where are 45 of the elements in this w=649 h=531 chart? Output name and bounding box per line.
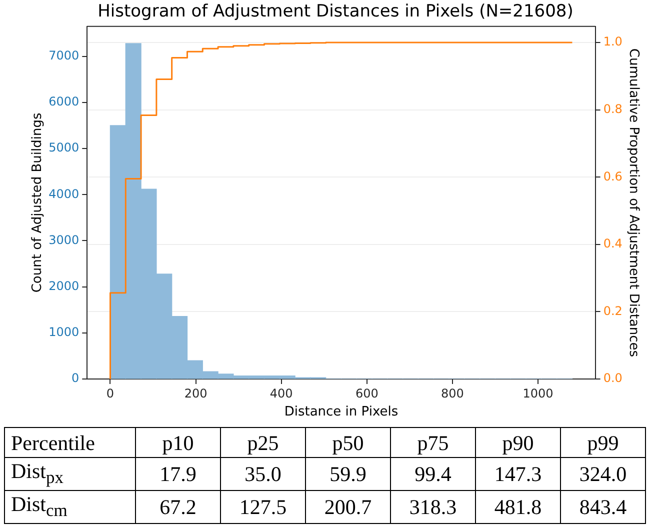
text: p10	[136, 428, 220, 458]
text: 318.3	[390, 490, 476, 524]
y-tick-label: 7000	[48, 48, 80, 62]
x-tick-label: 600	[355, 386, 378, 400]
y-axis-title: Count of Adjusted Buildings	[30, 112, 46, 293]
y-tick-label: 5000	[48, 140, 80, 155]
text: Percentile	[4, 428, 136, 458]
y-tick-label: 2000	[48, 278, 80, 293]
y2-tick-label: 0.4	[603, 236, 622, 251]
y-tick-label: 0	[72, 371, 80, 386]
y-tick-label: 3000	[48, 232, 80, 247]
text: 127.5	[220, 490, 306, 524]
text: p50	[306, 428, 390, 458]
text: 35.0	[220, 458, 306, 491]
y-tick-label: 6000	[48, 94, 80, 109]
text: 17.9	[136, 458, 220, 491]
x-tick-label: 200	[184, 386, 208, 400]
text: 843.4	[560, 490, 646, 524]
y-tick-label: 4000	[48, 186, 80, 201]
y2-tick-label: 0.8	[603, 102, 622, 116]
y2-tick-label: 0.6	[603, 169, 622, 184]
text: p75	[390, 428, 476, 458]
x-tick-label: 400	[270, 386, 293, 400]
y2-tick-label: 0.2	[603, 304, 622, 318]
x-tick-label: 0	[106, 386, 114, 400]
text: 200.7	[306, 490, 390, 524]
text: p25	[220, 428, 306, 458]
y2-axis-title: Cumulative Proportion of Adjustment Distances	[626, 48, 641, 358]
x-axis-title: Distance in Pixels	[284, 404, 398, 420]
y-tick-label: 1000	[48, 325, 80, 340]
y2-tick-label: 0.0	[603, 371, 622, 386]
text: 324.0	[560, 458, 646, 491]
text: Dist$_{cm}$	[4, 490, 136, 524]
x-tick-label: 1000	[522, 386, 554, 400]
text: 59.9	[306, 458, 390, 491]
text: 481.8	[476, 490, 560, 524]
text: Dist$_{px}$	[4, 458, 136, 491]
y2-tick-label: 1.0	[603, 34, 622, 49]
text: p90	[476, 428, 560, 458]
text: 99.4	[390, 458, 476, 491]
x-tick-label: 800	[440, 386, 464, 400]
chart-title: Histogram of Adjustment Distances in Pixels (N=21608)	[98, 2, 574, 22]
text: p99	[560, 428, 646, 458]
text: 67.2	[136, 490, 220, 524]
text: 147.3	[476, 458, 560, 491]
